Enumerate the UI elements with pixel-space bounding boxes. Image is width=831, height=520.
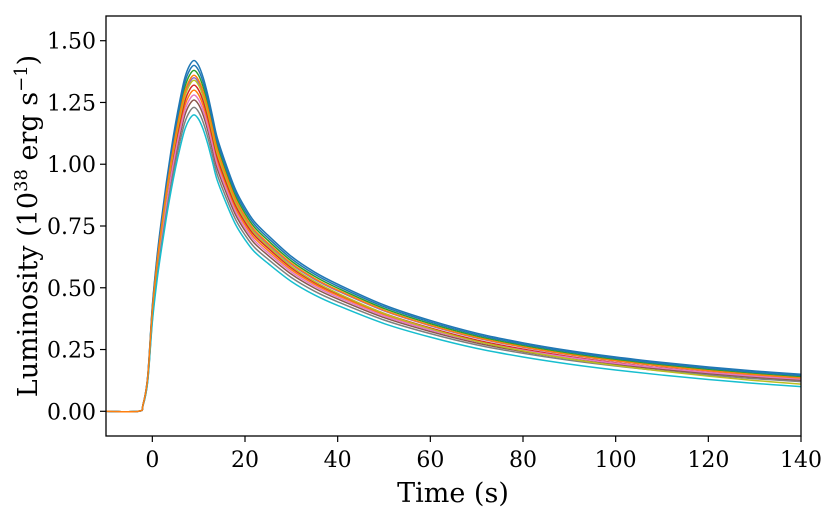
- x-tick-label: 0: [145, 448, 159, 473]
- y-axis-label-exponent-minus-one: −1: [11, 65, 32, 92]
- x-tick-label: 40: [324, 448, 352, 473]
- y-axis-label-base: Luminosity (10: [13, 192, 44, 397]
- y-tick-label: 1.00: [47, 153, 96, 178]
- x-tick-label: 60: [416, 448, 444, 473]
- y-axis: 0.00 0.25 0.50 0.75 1.00 1.25 1.50: [47, 30, 106, 425]
- y-tick-label: 0.25: [47, 339, 96, 364]
- y-tick-label: 0.00: [47, 400, 96, 425]
- y-tick-label: 1.25: [47, 91, 96, 116]
- x-tick-label: 120: [687, 448, 729, 473]
- y-tick-label: 1.50: [47, 30, 96, 55]
- x-tick-label: 20: [231, 448, 259, 473]
- y-tick-label: 0.50: [47, 277, 96, 302]
- x-tick-label: 100: [595, 448, 637, 473]
- y-axis-label: Luminosity (1038 erg s−1): [11, 55, 44, 397]
- series-line-run-10: [105, 114, 802, 413]
- x-axis: 0 20 40 60 80 100 120 140: [145, 436, 822, 473]
- y-axis-label-exponent-38: 38: [11, 169, 32, 192]
- x-tick-label: 80: [509, 448, 537, 473]
- y-axis-label-units: erg s: [13, 92, 44, 169]
- y-axis-label-close: ): [13, 55, 44, 66]
- y-tick-label: 0.75: [47, 215, 96, 240]
- x-tick-label: 140: [780, 448, 822, 473]
- x-axis-label: Time (s): [397, 478, 509, 509]
- series-layer: [105, 59, 802, 413]
- series-line-run-12: [105, 74, 802, 413]
